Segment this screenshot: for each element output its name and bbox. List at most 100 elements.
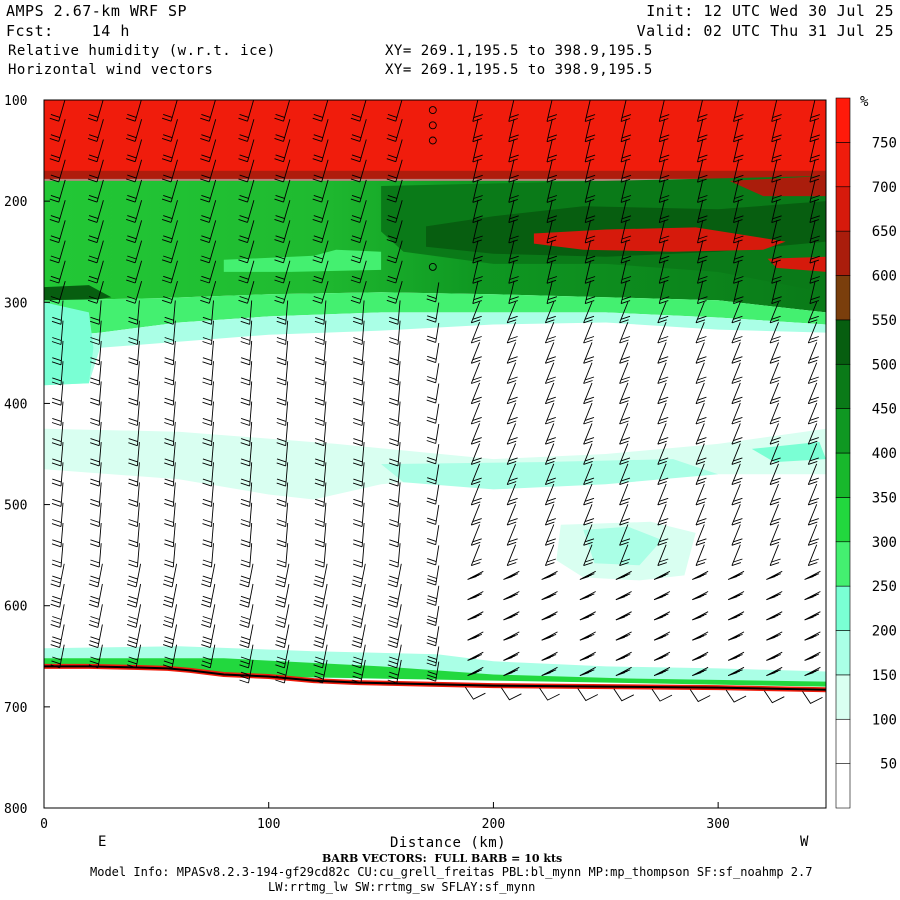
- wind-barb-feather: [541, 616, 551, 621]
- wind-barb: [323, 543, 327, 568]
- wind-barb-feather: [771, 669, 781, 674]
- wind-barb-feather: [312, 299, 322, 304]
- calm-wind-circle: [428, 136, 437, 145]
- wind-barb-feather: [508, 300, 518, 305]
- wind-barb: [136, 300, 140, 325]
- wind-barb: [731, 504, 741, 526]
- wind-barb-feather: [314, 442, 325, 447]
- wind-barb-surface: [689, 689, 711, 703]
- wind-barb: [395, 200, 403, 223]
- wind-barb-feather: [620, 118, 631, 122]
- wind-barb-feather: [275, 275, 285, 280]
- wind-barb-feather: [388, 381, 399, 386]
- x-end-label-right: W: [800, 834, 809, 850]
- wind-barb-feather: [276, 498, 287, 503]
- wind-barb: [695, 382, 705, 404]
- wind-barb-feather: [728, 616, 738, 621]
- wind-barb: [98, 482, 102, 507]
- wind-barb: [470, 443, 481, 465]
- wind-barb-feather: [353, 519, 363, 523]
- wind-barb-feather: [698, 114, 708, 119]
- colorbar-tick-label: 550: [872, 313, 897, 329]
- wind-barb-feather: [126, 664, 137, 669]
- wind-barb-feather: [467, 672, 477, 677]
- wind-barb-feather: [239, 255, 249, 260]
- wind-barb-feather: [467, 656, 477, 661]
- wind-barb-feather: [353, 559, 363, 564]
- wind-barb-feather: [312, 117, 322, 122]
- wind-barb-feather: [240, 563, 250, 568]
- wind-barb-feather: [238, 178, 248, 183]
- wind-barb-feather: [427, 477, 437, 482]
- wind-barb: [733, 139, 740, 163]
- wind-barb-feather: [164, 462, 174, 467]
- wind-barb-feather: [659, 558, 669, 563]
- wind-barb: [136, 462, 140, 487]
- wind-barb: [285, 522, 289, 547]
- wind-barb-feather: [352, 523, 363, 528]
- calm-wind-circle: [428, 262, 437, 271]
- wind-barb-feather: [472, 654, 483, 659]
- wind-barb-feather: [389, 671, 399, 676]
- wind-barb-feather: [426, 318, 436, 323]
- wind-barb-feather: [387, 679, 397, 684]
- wind-barb: [769, 301, 779, 323]
- wind-barb: [657, 362, 667, 384]
- wind-barb: [321, 139, 329, 162]
- wind-barb-feather: [276, 316, 287, 321]
- wind-barb-feather: [769, 359, 780, 364]
- wind-barb: [544, 301, 555, 323]
- wind-barb-feather: [695, 359, 706, 364]
- wind-barb-feather: [90, 337, 100, 341]
- wind-barb-feather: [164, 539, 174, 544]
- wind-barb-feather: [52, 397, 62, 402]
- wind-barb: [544, 483, 555, 506]
- wind-barb-feather: [697, 654, 707, 659]
- wind-barb-feather: [769, 339, 780, 344]
- wind-barb-feather: [388, 320, 399, 325]
- wind-barb-feather: [697, 178, 707, 183]
- wind-barb-feather: [768, 574, 779, 579]
- colorbar-tick-label: 650: [872, 224, 897, 240]
- wind-barb: [323, 462, 327, 487]
- wind-barb-feather: [546, 279, 557, 284]
- wind-barb: [135, 604, 142, 628]
- wind-barb-feather: [620, 437, 631, 442]
- wind-barb-feather: [615, 656, 626, 661]
- wind-barb-feather: [163, 113, 173, 118]
- wind-barb-feather: [694, 574, 705, 579]
- wind-barb-feather: [201, 660, 212, 665]
- wind-barb-feather: [427, 639, 437, 643]
- wind-barb: [657, 301, 667, 323]
- wind-barb-feather: [164, 636, 174, 641]
- wind-barb: [506, 524, 517, 546]
- wind-barb-feather: [771, 416, 781, 421]
- wind-barb-feather: [584, 457, 595, 462]
- wind-barb-feather: [49, 279, 59, 284]
- wind-barb-feather: [766, 576, 776, 580]
- wind-barb-feather: [240, 381, 250, 386]
- wind-barb-feather: [239, 644, 249, 649]
- wind-barb-feather: [201, 296, 211, 300]
- wind-barb-feather: [201, 215, 211, 220]
- wind-barb-feather: [276, 671, 287, 676]
- wind-barb: [653, 631, 671, 641]
- wind-barb-feather: [276, 337, 287, 341]
- wind-barb-feather: [660, 174, 670, 179]
- wind-barb-feather: [52, 519, 62, 523]
- wind-barb-feather: [388, 341, 399, 345]
- wind-barb-feather: [809, 158, 820, 163]
- wind-barb-feather: [769, 562, 780, 567]
- wind-barb: [359, 139, 367, 162]
- wind-barb-feather: [695, 420, 706, 425]
- wind-barb-feather: [546, 239, 557, 244]
- wind-barb-feather: [313, 255, 323, 260]
- wind-barb-feather: [692, 656, 702, 661]
- wind-barb-feather: [388, 660, 398, 665]
- wind-barb-feather: [697, 259, 707, 264]
- wind-barb-feather: [351, 275, 362, 280]
- wind-barb-feather: [89, 579, 99, 584]
- wind-barb: [361, 381, 365, 406]
- wind-barb-feather: [388, 422, 399, 426]
- wind-barb-feather: [314, 563, 325, 568]
